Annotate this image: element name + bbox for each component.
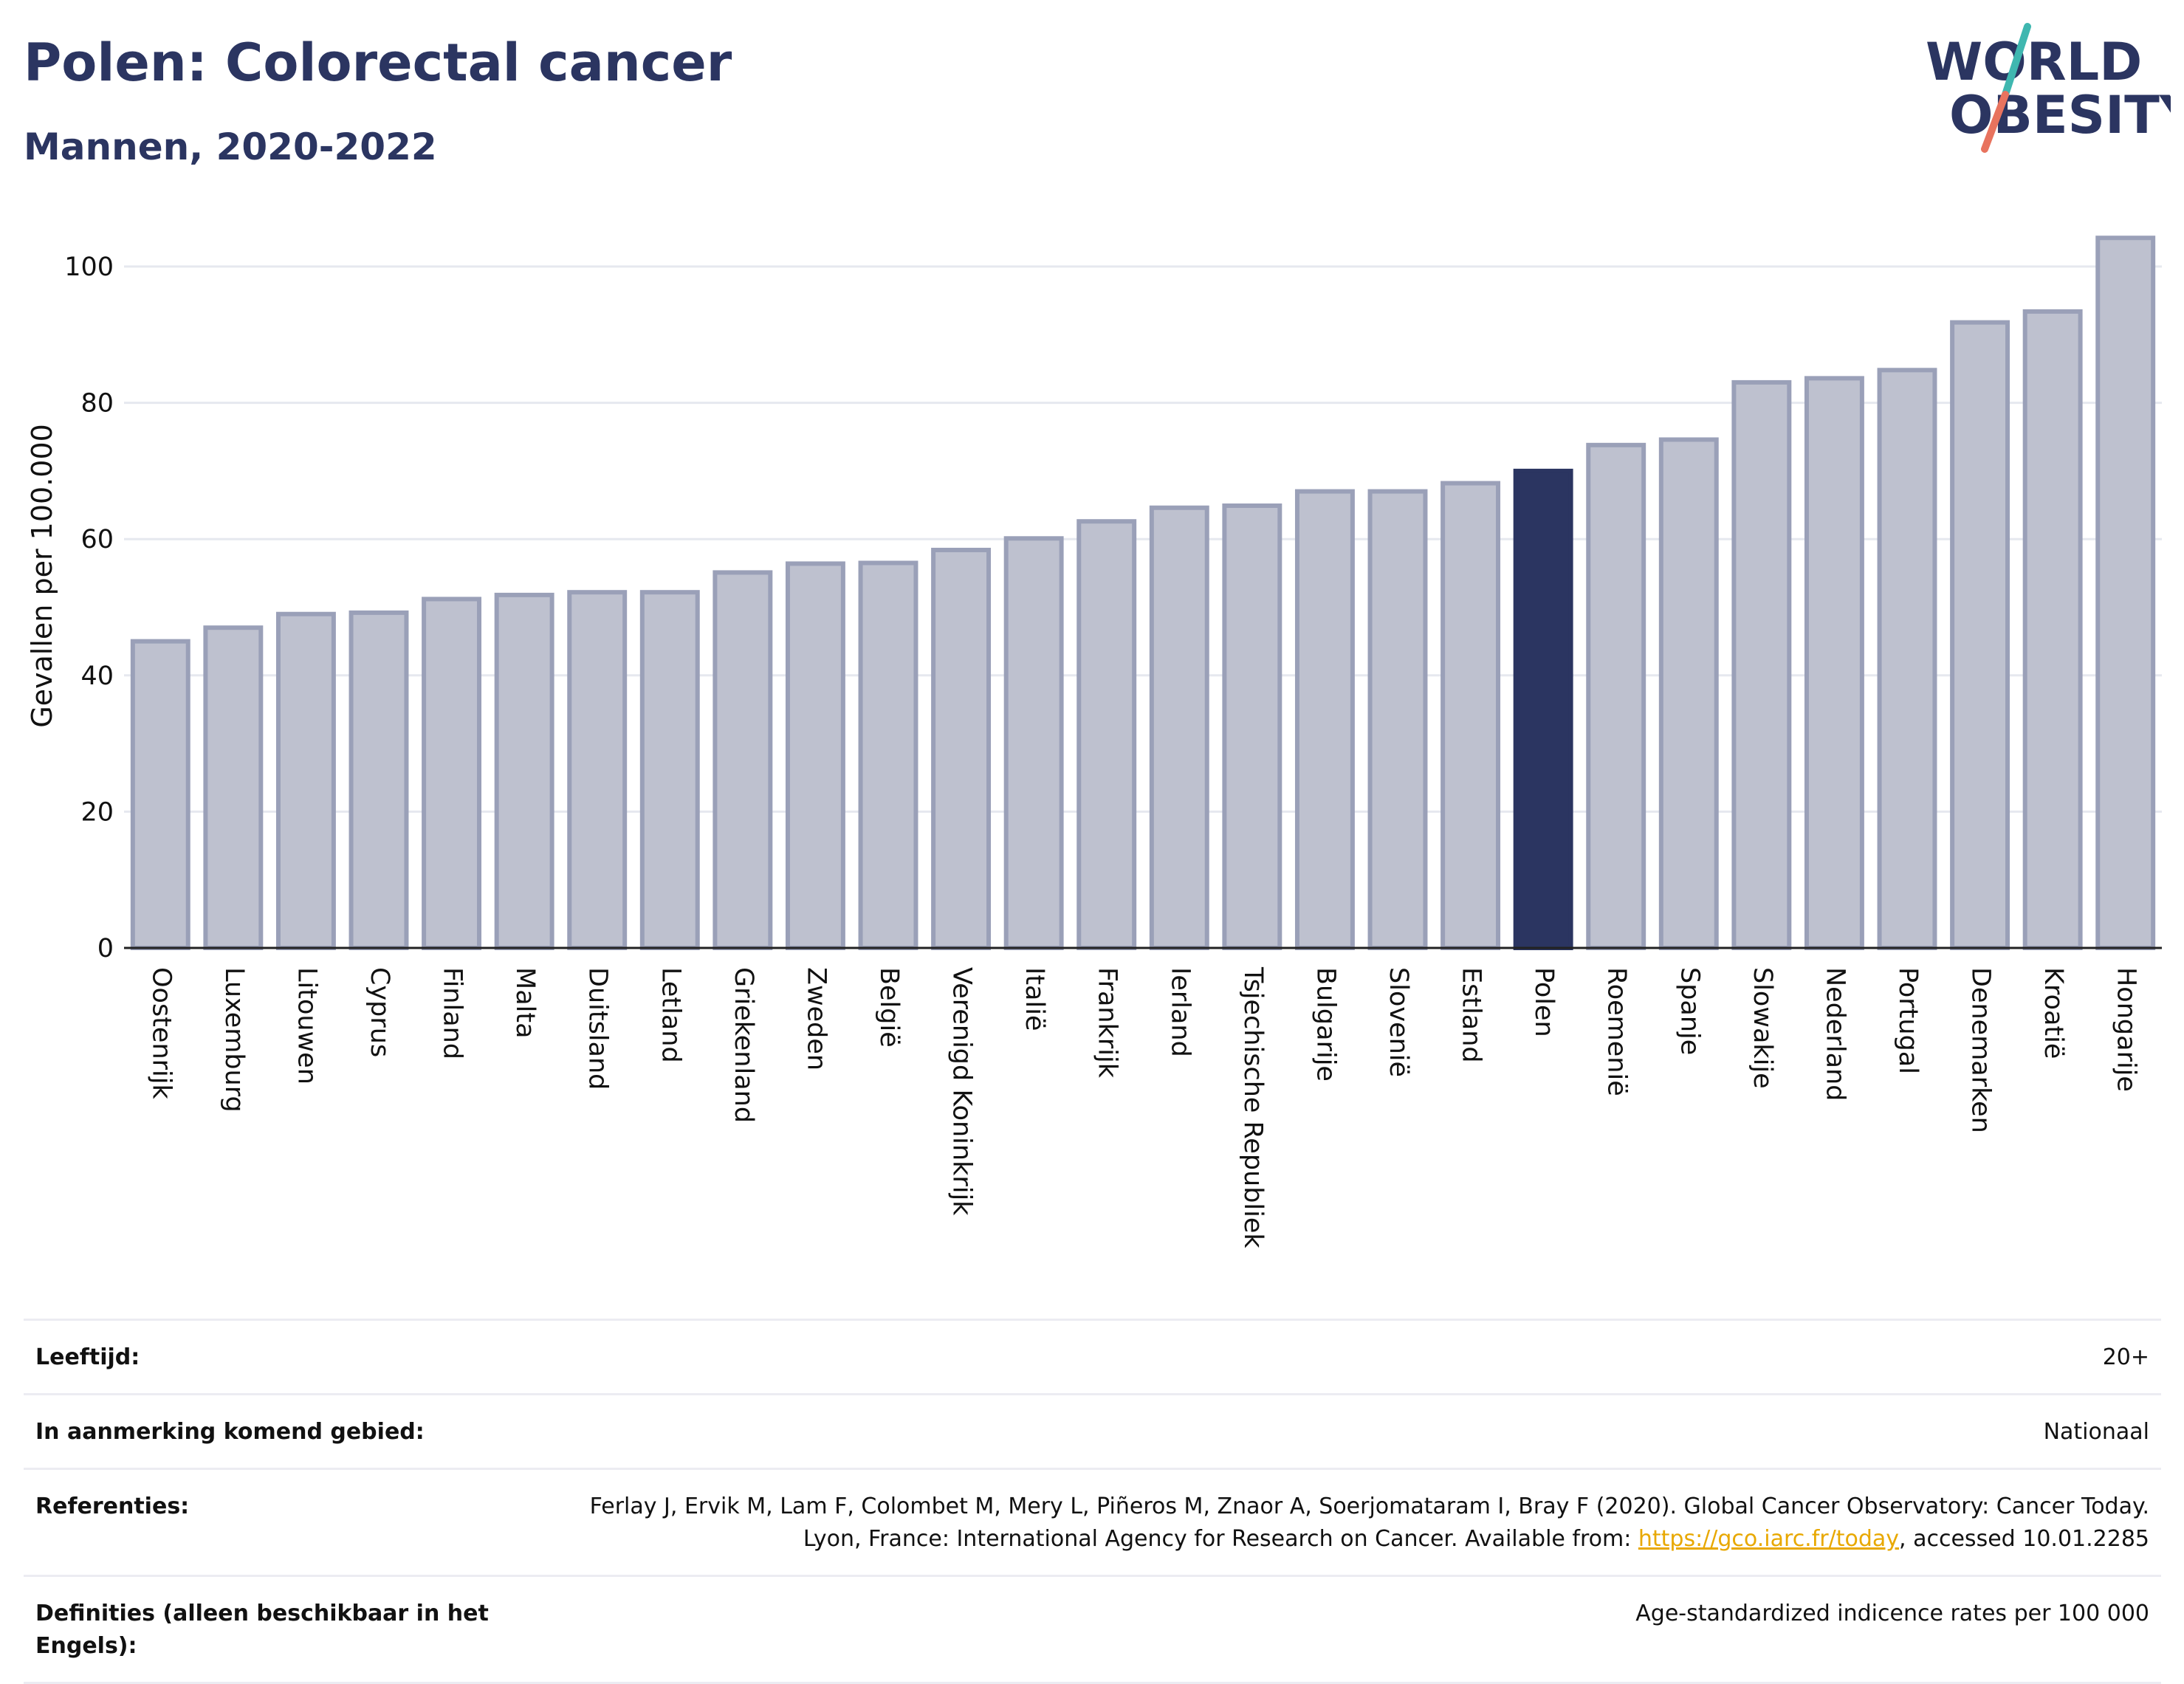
bar: [1440, 481, 1501, 950]
bar: [2095, 236, 2156, 950]
info-value-definitions: Age-standardized indicence rates per 100…: [1635, 1601, 2149, 1626]
bar-chart: 0 20 40 60 80 100 Oostenrijk Luxemburg Litouwen…: [26, 236, 2162, 1248]
x-category-label: Finland: [438, 967, 467, 1059]
bar: [2022, 309, 2083, 950]
bar: [1586, 442, 1646, 950]
x-category-label: Duitsland: [583, 967, 613, 1090]
x-category-label: Luxemburg: [219, 967, 249, 1113]
x-category-label: Verenigd Koninkrijk: [947, 967, 977, 1216]
logo-slash-coral: [1981, 91, 2009, 153]
x-category-label: Cyprus: [365, 967, 394, 1057]
info-value-age: 20+: [2102, 1344, 2149, 1370]
reference-text: Ferlay J, Ervik M, Lam F, Colombet M, Me…: [589, 1494, 2149, 1552]
y-tick-label: 0: [97, 934, 114, 963]
x-category-label: Litouwen: [292, 967, 321, 1085]
x-category-label: Zweden: [801, 967, 831, 1070]
bar: [639, 590, 700, 950]
bars: [130, 236, 2156, 951]
x-category-label: Roemenië: [1602, 967, 1632, 1096]
x-category-label: Polen: [1529, 967, 1559, 1037]
x-category-label: Tsjechische Republiek: [1238, 966, 1268, 1248]
bar: [1367, 489, 1428, 950]
x-category-label: Slovenië: [1384, 967, 1413, 1077]
info-value-references: Ferlay J, Ervik M, Lam F, Colombet M, Me…: [525, 1491, 2149, 1556]
x-category-label: Ierland: [1165, 967, 1195, 1057]
bar: [567, 590, 628, 950]
x-category-label: Bulgarije: [1311, 967, 1340, 1082]
bar: [931, 547, 992, 950]
chart-subtitle: Mannen, 2020-2022: [24, 126, 437, 168]
x-category-label: Kroatië: [2039, 967, 2068, 1059]
reference-link[interactable]: https://gco.iarc.fr/today: [1638, 1526, 1900, 1552]
chart-title: Polen: Colorectal cancer: [24, 32, 732, 93]
x-category-label: Griekenland: [729, 967, 758, 1123]
x-category-label: Oostenrijk: [146, 967, 176, 1099]
y-tick-label: 100: [64, 252, 114, 282]
logo-slash-teal: [2002, 23, 2031, 98]
bar: [203, 625, 264, 950]
x-category-label: Denemarken: [1966, 967, 1996, 1133]
y-tick-label: 40: [80, 661, 114, 691]
x-category-label: Estland: [1457, 967, 1486, 1063]
bar: [275, 611, 336, 950]
y-axis-label: Gevallen per 100.000: [26, 424, 58, 728]
x-category-label: Slowakije: [1748, 967, 1777, 1089]
bar: [712, 570, 773, 950]
bar: [348, 610, 409, 950]
bar-highlight: [1513, 468, 1573, 950]
world-obesity-logo: WORLD OBESITY: [1926, 23, 2171, 153]
bar: [1149, 505, 1209, 950]
x-category-label: Letland: [656, 967, 685, 1063]
x-category-label: Malta: [510, 967, 540, 1039]
x-category-label: Italië: [1020, 967, 1049, 1031]
bar: [785, 561, 845, 950]
reference-accessed: , accessed 10.01.2285: [1899, 1526, 2149, 1552]
info-value-area: Nationaal: [2043, 1419, 2149, 1445]
info-key-area: In aanmerking komend gebied:: [35, 1419, 425, 1445]
info-key-definitions: Definities (alleen beschikbaar in het En…: [35, 1601, 489, 1659]
bar: [1950, 320, 2010, 951]
x-category-label: Nederland: [1820, 967, 1850, 1101]
info-row-references: Referenties: Ferlay J, Ervik M, Lam F, C…: [24, 1470, 2161, 1577]
logo-line-world: WORLD: [1926, 32, 2142, 92]
y-tick-label: 60: [80, 525, 114, 554]
bar: [1294, 489, 1355, 950]
bar: [1877, 368, 1937, 950]
x-category-label: Spanje: [1675, 967, 1704, 1055]
info-row-definitions: Definities (alleen beschikbaar in het En…: [24, 1577, 2161, 1684]
bar: [1731, 379, 1792, 950]
bar: [1222, 503, 1282, 950]
bar: [1003, 536, 1064, 950]
x-category-label: België: [874, 967, 904, 1048]
info-key-references: Referenties:: [35, 1494, 190, 1519]
bar: [1804, 376, 1864, 950]
y-tick-labels: 0 20 40 60 80 100: [64, 252, 114, 963]
bar: [130, 639, 190, 951]
bar: [422, 597, 482, 950]
y-tick-label: 80: [80, 389, 114, 419]
bar: [1076, 519, 1137, 950]
x-category-label: Portugal: [1893, 967, 1923, 1074]
info-row-area: In aanmerking komend gebied: Nationaal: [24, 1395, 2161, 1470]
x-category-labels: Oostenrijk Luxemburg Litouwen Cyprus Finland…: [146, 966, 2140, 1248]
bar: [494, 592, 554, 950]
info-row-age: Leeftijd: 20+: [24, 1321, 2161, 1395]
bar: [858, 560, 918, 950]
x-category-label: Hongarije: [2112, 967, 2141, 1092]
x-category-label: Frankrijk: [1093, 967, 1122, 1079]
bar: [1658, 437, 1719, 950]
info-table: Leeftijd: 20+ In aanmerking komend gebie…: [24, 1319, 2161, 1684]
info-key-age: Leeftijd:: [35, 1344, 140, 1370]
y-tick-label: 20: [80, 797, 114, 827]
